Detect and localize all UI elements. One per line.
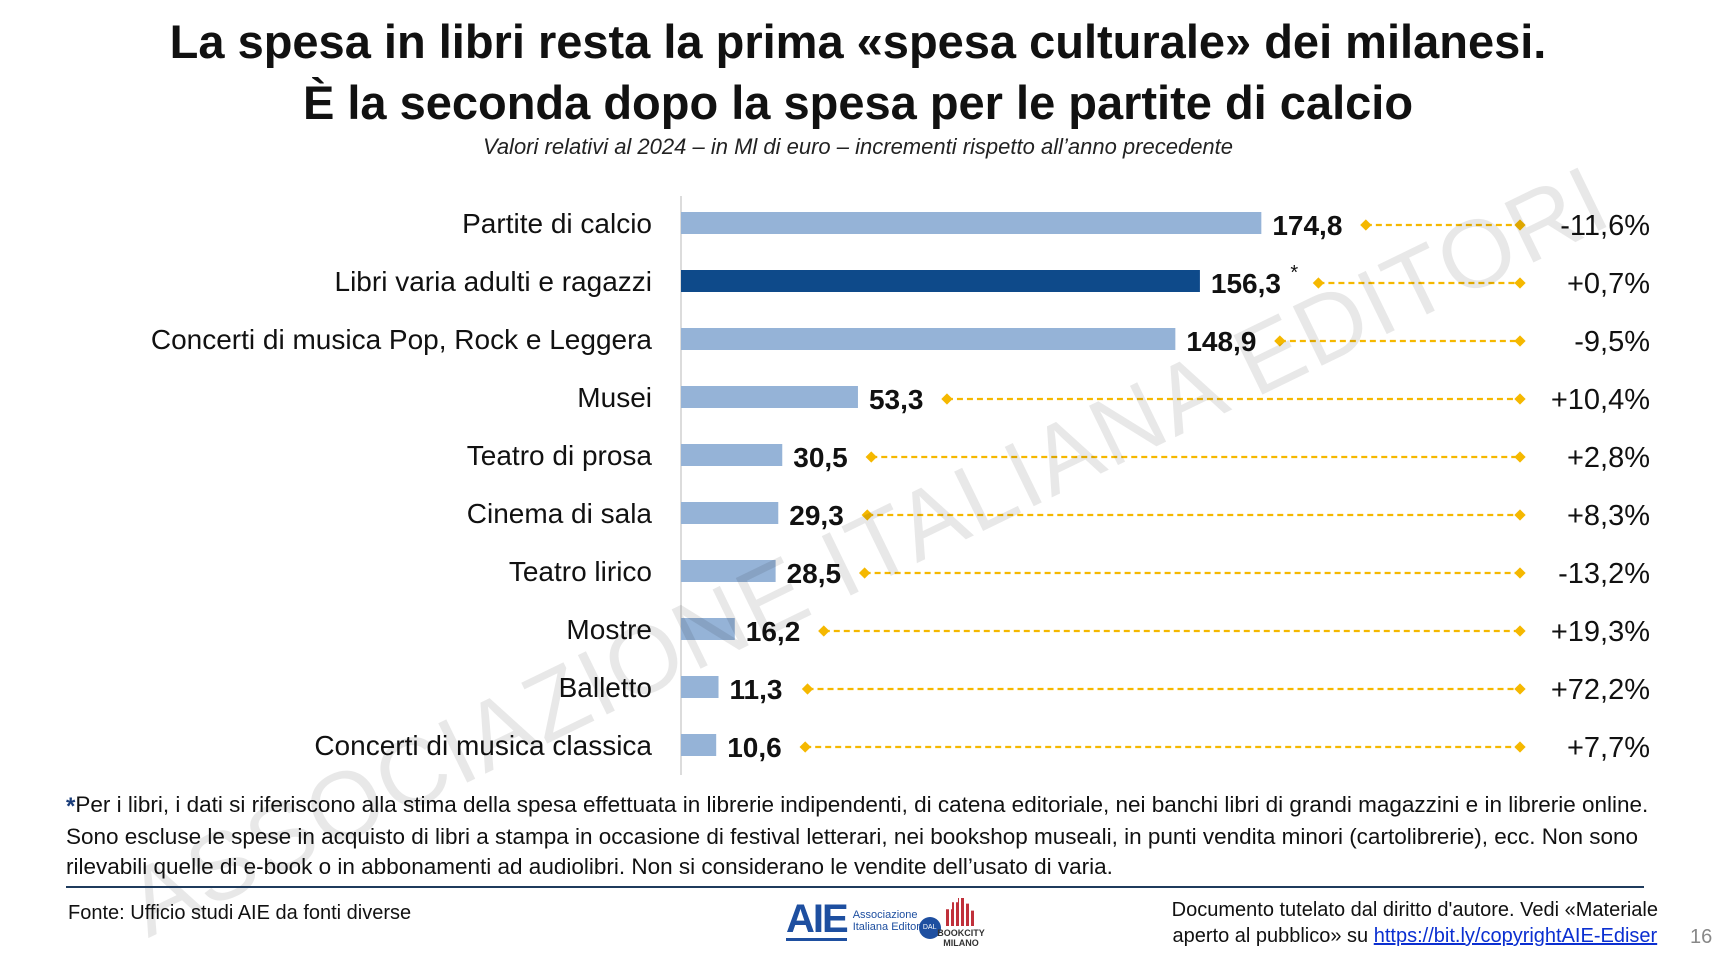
bar — [681, 676, 719, 698]
bar — [681, 502, 779, 524]
title-line-2: È la seconda dopo la spesa per le partit… — [302, 76, 1414, 129]
value-label-asterisk: * — [1290, 262, 1298, 284]
footnote: *Per i libri, i dati si riferiscono alla… — [66, 790, 1656, 882]
aie-logo-text: Associazione Italiana Editori — [852, 908, 923, 933]
value-label: 11,3 — [730, 674, 783, 705]
footnote-mark: * — [66, 793, 76, 820]
aie-logo-mark: AIE — [786, 897, 849, 941]
category-label: Mostre — [566, 614, 652, 645]
change-label: +7,7% — [1567, 732, 1650, 764]
copyright-line-2: aperto al pubblico» su — [1172, 925, 1374, 947]
page-number: 16 — [1690, 926, 1713, 948]
connector-diamond — [1514, 335, 1526, 347]
bookcity-logo: BOOKCITY MILANO — [936, 898, 986, 948]
value-label: 10,6 — [727, 732, 782, 763]
value-label: 174,8 — [1272, 210, 1342, 241]
category-label: Concerti di musica Pop, Rock e Leggera — [151, 324, 653, 355]
change-label: +2,8% — [1567, 442, 1650, 474]
connector-diamond — [818, 625, 830, 637]
connector-diamond — [1514, 567, 1526, 579]
copyright-notice: Documento tutelato dal diritto d'autore.… — [1172, 897, 1658, 949]
connector-diamond — [801, 683, 814, 695]
footer-divider — [66, 886, 1644, 888]
connector-diamond — [865, 451, 877, 463]
value-label: 148,9 — [1186, 326, 1256, 357]
connector-diamond — [1514, 393, 1526, 405]
bar — [681, 618, 735, 640]
bar — [681, 386, 858, 408]
aie-seal: DAL 1869 — [918, 916, 941, 953]
value-label: 53,3 — [869, 384, 924, 415]
change-label: +0,7% — [1567, 268, 1650, 300]
connector-diamond — [799, 741, 811, 753]
source-note: Fonte: Ufficio studi AIE da fonti divers… — [68, 902, 412, 924]
connector-diamond — [1514, 683, 1526, 695]
bar — [681, 212, 1262, 234]
value-label: 156,3 — [1211, 268, 1281, 299]
change-label: +8,3% — [1567, 500, 1650, 532]
change-label: -11,6% — [1560, 210, 1650, 242]
aie-logo: AIE Associazione Italiana Editori DAL 18… — [786, 897, 941, 953]
connector-diamond — [1514, 509, 1526, 521]
connector-diamond — [1274, 335, 1286, 347]
value-label: 30,5 — [793, 442, 848, 473]
category-label: Cinema di sala — [467, 498, 653, 529]
category-label: Teatro lirico — [509, 556, 652, 587]
bookcity-logo-text: BOOKCITY MILANO — [937, 928, 985, 948]
value-label: 29,3 — [789, 500, 844, 531]
bar-chart: Partite di calcio 174,8 -11,6% Libri varia … — [151, 196, 1650, 775]
footnote-text: Per i libri, i dati si riferiscono alla … — [66, 792, 1649, 879]
connector-diamond — [861, 509, 873, 521]
change-label: +72,2% — [1551, 674, 1650, 706]
category-label: Partite di calcio — [462, 208, 652, 239]
bar — [681, 560, 776, 582]
change-label: +10,4% — [1551, 384, 1650, 416]
title-line-1: La spesa in libri resta la prima «spesa … — [169, 15, 1547, 68]
change-label: -13,2% — [1558, 558, 1650, 590]
bar — [681, 734, 717, 756]
connector-diamond — [1514, 451, 1526, 463]
connector-diamond — [1514, 741, 1526, 753]
category-label: Teatro di prosa — [467, 440, 653, 471]
category-label: Libri varia adulti e ragazzi — [335, 266, 653, 297]
change-label: +19,3% — [1551, 616, 1650, 648]
copyright-line-1: Documento tutelato dal diritto d'autore.… — [1171, 899, 1658, 921]
connector-diamond — [941, 393, 953, 405]
value-label: 16,2 — [746, 616, 801, 647]
bookcity-building-icon — [946, 898, 976, 926]
bar — [681, 328, 1176, 350]
subtitle: Valori relativi al 2024 – in Ml di euro … — [482, 134, 1234, 159]
connector-diamond — [1514, 625, 1526, 637]
connector-diamond — [1360, 219, 1372, 231]
change-label: -9,5% — [1574, 326, 1650, 358]
connector-diamond — [858, 567, 871, 579]
bar — [681, 270, 1200, 292]
category-label: Balletto — [559, 672, 652, 703]
connector-diamond — [1312, 277, 1325, 289]
value-label: 28,5 — [787, 558, 842, 589]
category-label: Concerti di musica classica — [314, 730, 652, 761]
copyright-link[interactable]: https://bit.ly/copyrightAIE-Ediser — [1373, 925, 1658, 947]
bar — [681, 444, 783, 466]
connector-diamond — [1514, 219, 1526, 231]
connector-diamond — [1514, 277, 1526, 289]
category-label: Musei — [577, 382, 652, 413]
